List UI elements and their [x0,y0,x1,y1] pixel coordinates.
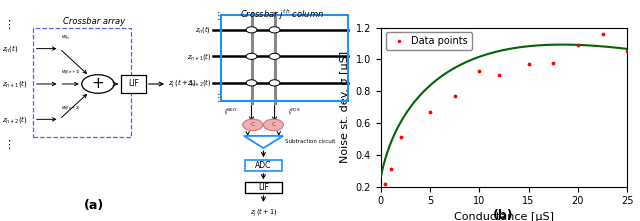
Circle shape [264,119,284,131]
Text: Subtraction circuit: Subtraction circuit [285,139,335,144]
Text: LIF: LIF [128,80,139,88]
Circle shape [269,80,280,86]
Circle shape [246,27,257,33]
Text: $z_j\,(t+1)$: $z_j\,(t+1)$ [250,207,277,219]
Polygon shape [244,136,283,148]
Text: (b): (b) [493,209,514,221]
Point [425,110,435,114]
Point [598,32,608,36]
Point [622,50,632,53]
Point [396,136,406,139]
Text: $z_n(t)$: $z_n(t)$ [195,24,211,35]
Legend: Data points: Data points [386,32,472,50]
Text: $I_j^{NEG}$: $I_j^{NEG}$ [224,107,237,119]
Point [380,182,390,185]
Text: $z_{n+1}(t)$: $z_{n+1}(t)$ [187,51,211,62]
Text: (a): (a) [84,199,104,212]
X-axis label: Conductance [µS]: Conductance [µS] [454,212,554,221]
Text: $I_j^{POS}$: $I_j^{POS}$ [289,107,301,119]
Circle shape [246,80,257,86]
FancyBboxPatch shape [245,160,282,171]
Text: C: C [271,122,276,127]
Point [548,61,558,64]
Text: ⋮: ⋮ [214,93,223,103]
Point [494,74,504,77]
Text: Crossbar $j^{th}$ column: Crossbar $j^{th}$ column [240,8,324,22]
Circle shape [246,53,257,59]
Circle shape [82,75,114,93]
Text: $z_j\,(t+1)$: $z_j\,(t+1)$ [168,78,197,90]
Text: $w_{j_n}$: $w_{j_n}$ [61,34,70,43]
Text: Crossbar array: Crossbar array [63,17,125,26]
Point [385,168,396,171]
Text: C: C [250,122,255,127]
FancyBboxPatch shape [121,74,146,93]
Point [474,69,484,72]
Point [573,43,583,47]
Text: ADC: ADC [255,161,271,170]
Text: $z_{n+2}(t)$: $z_{n+2}(t)$ [187,77,211,88]
Text: ⋮: ⋮ [3,20,14,30]
Circle shape [269,27,280,33]
Point [524,63,534,66]
Text: $w_{j(n+2)}$: $w_{j(n+2)}$ [61,105,81,114]
Point [449,94,460,98]
Text: ⋮: ⋮ [214,11,223,21]
Text: $z_{n+1}(t)$: $z_{n+1}(t)$ [2,78,28,90]
Circle shape [243,119,262,131]
Y-axis label: Noise st. dev. σ [µS]: Noise st. dev. σ [µS] [340,51,350,163]
FancyBboxPatch shape [245,182,282,193]
Text: $z_{n+2}(t)$: $z_{n+2}(t)$ [2,114,28,125]
Text: $w_{j(n+1)}$: $w_{j(n+1)}$ [61,69,81,78]
Text: +: + [92,76,104,91]
Text: $z_n(t)$: $z_n(t)$ [2,43,19,54]
Text: ⋮: ⋮ [3,140,14,150]
Circle shape [269,53,280,59]
Text: LIF: LIF [258,183,269,192]
